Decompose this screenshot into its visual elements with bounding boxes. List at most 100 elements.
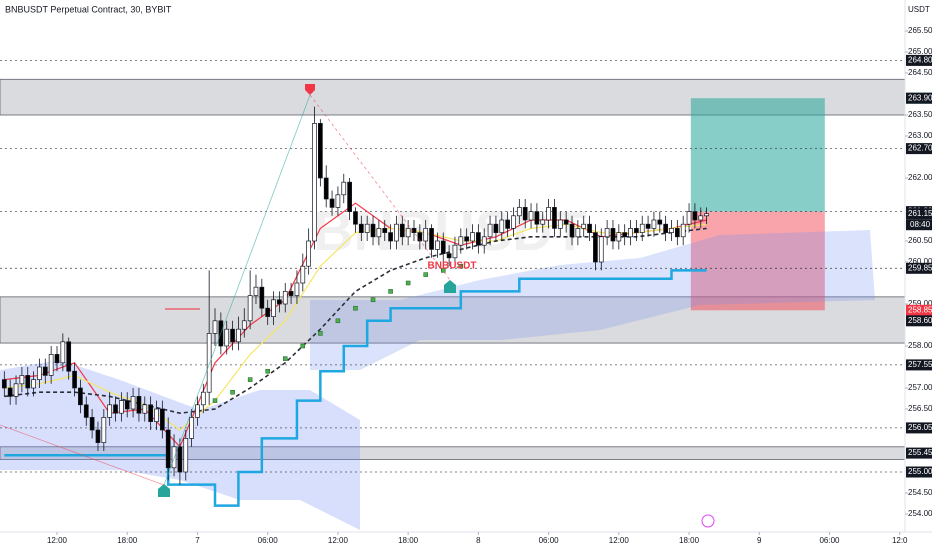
candle-body [300, 265, 306, 284]
sar-dot [247, 377, 253, 382]
candle-body [639, 223, 645, 233]
price-label-box [906, 304, 932, 316]
buy-marker [444, 280, 456, 293]
candle-body [569, 223, 575, 238]
x-tick-label: 12:00 [609, 536, 630, 545]
candle-body [663, 223, 668, 233]
candle-body [499, 219, 505, 233]
price-label: 256.05 [908, 423, 932, 432]
candle-body [698, 215, 704, 221]
candle-body [189, 417, 194, 439]
plot-area: BNBUSDT [0, 59, 906, 530]
x-tick-label: 06:00 [258, 536, 279, 545]
candle-body [628, 228, 633, 238]
price-label-box [906, 315, 932, 327]
price-label: 262.70 [908, 144, 932, 153]
countdown: 08:40 [910, 220, 931, 229]
candle-body [31, 379, 36, 389]
candle-body [669, 228, 674, 233]
candle-body [200, 391, 206, 406]
candle-body [341, 181, 347, 196]
candle-body [124, 400, 130, 410]
sar-dot [300, 343, 306, 349]
candle-body [288, 291, 294, 296]
y-tick-label: 265.00 [908, 47, 932, 56]
x-tick-label: 06:00 [539, 536, 560, 545]
price-label: 257.55 [908, 360, 932, 369]
candle-body [534, 211, 540, 225]
y-tick-label: 254.50 [908, 488, 932, 497]
candle-body [13, 383, 19, 397]
candle-body [142, 404, 148, 414]
candle-body [563, 219, 569, 225]
candle-body [405, 228, 411, 238]
cloud [310, 230, 875, 370]
price-label-box [906, 262, 932, 274]
sar-dot [230, 389, 235, 395]
candle-body [645, 223, 651, 229]
sar-dot [441, 268, 446, 273]
price-label: 261.15 [908, 209, 932, 218]
candle-body [376, 228, 382, 238]
sell-marker [305, 84, 315, 95]
y-tick-label: 264.50 [908, 68, 932, 77]
y-tick-label: 259.00 [908, 299, 932, 308]
candle-body [680, 223, 686, 238]
candle-body [394, 223, 399, 242]
sar-dot [335, 318, 341, 324]
candle-body [107, 404, 113, 418]
candle-body [516, 207, 522, 217]
axis-unit: USDT [908, 5, 930, 14]
candle-body [119, 400, 124, 414]
x-tick-label: 12:0 [892, 536, 908, 545]
candle-body [241, 320, 247, 330]
candle-body [552, 207, 557, 229]
candle-body [95, 429, 101, 443]
sar-dot [405, 280, 411, 286]
candle-body [557, 219, 563, 229]
candle-body [159, 408, 165, 431]
candle-body [657, 219, 663, 225]
candle-body [616, 232, 622, 242]
y-tick-label: 260.00 [908, 257, 932, 266]
candle-body [634, 228, 639, 233]
sar-dot [370, 297, 376, 303]
candle-body [7, 387, 13, 397]
candle-body [148, 404, 153, 422]
candle-body [136, 396, 142, 414]
candle-body [604, 228, 610, 238]
price-label-box [906, 466, 932, 478]
candle-body [113, 404, 118, 414]
candle-body [417, 232, 423, 242]
candle-body [593, 232, 598, 263]
candle-body [522, 207, 528, 221]
candle-body [598, 236, 604, 263]
candle-body [195, 404, 200, 418]
price-label-box [906, 54, 932, 66]
x-tick-label: 9 [757, 536, 762, 545]
candle-body [66, 341, 72, 372]
event-icon [701, 514, 715, 528]
candle-body [329, 198, 335, 208]
candle-body [183, 438, 189, 473]
zigzag [0, 424, 165, 486]
candle-body [651, 219, 657, 229]
candle-body [388, 232, 393, 242]
price-label: 259.85 [908, 263, 932, 272]
candle-body [528, 211, 534, 221]
candle-body [493, 223, 499, 233]
candle-body [54, 354, 60, 364]
candle-body [253, 286, 259, 296]
candle-body [312, 123, 317, 242]
candle-body [364, 223, 370, 233]
annotation: BNBUSDT [428, 261, 477, 272]
candle-body [294, 282, 300, 296]
candle-body [48, 354, 54, 376]
x-tick-label: 18:00 [398, 536, 419, 545]
candle-body [306, 240, 312, 267]
candle-body [622, 232, 628, 238]
candle-body [481, 236, 487, 246]
price-label-box [906, 422, 932, 434]
candle-body [259, 286, 265, 309]
